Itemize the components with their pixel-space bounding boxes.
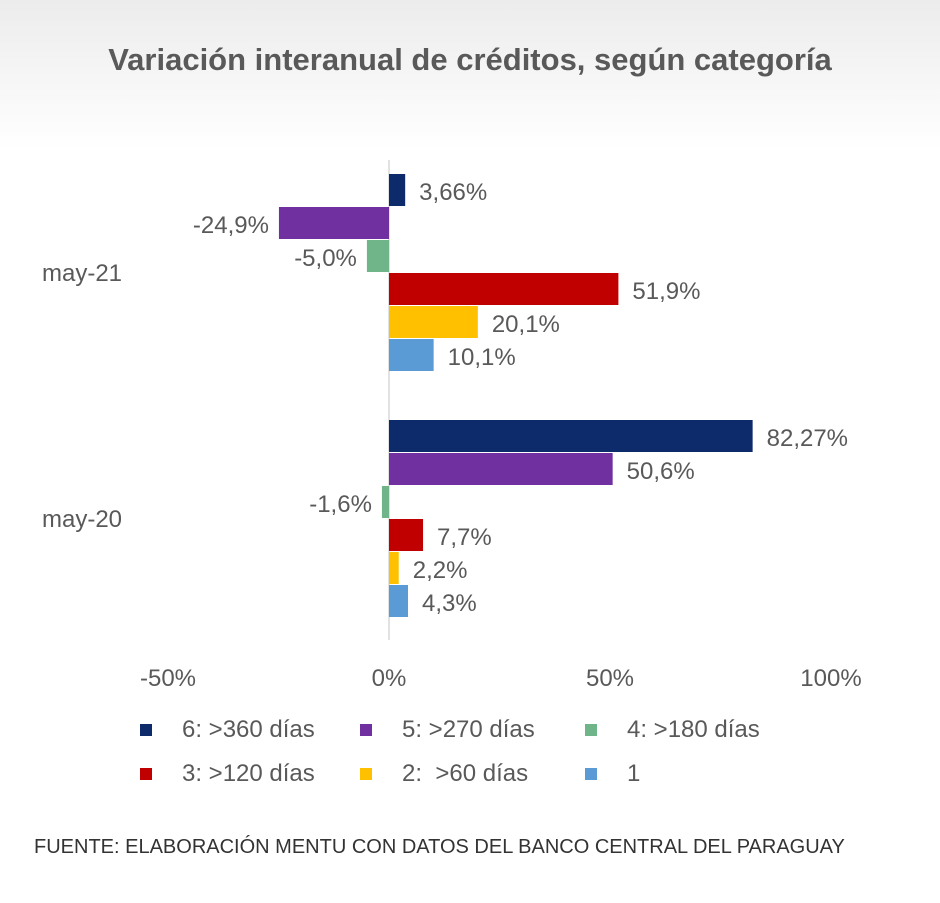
legend-label: 4: >180 días — [627, 716, 760, 743]
legend-label: 2: >60 días — [402, 760, 529, 787]
legend-item: 1 — [585, 760, 815, 788]
legend-item: 2: >60 días — [360, 760, 585, 788]
data-label: 82,27% — [767, 425, 848, 452]
title-background — [0, 0, 940, 150]
data-label: 50,6% — [627, 458, 695, 485]
legend-label: 3: >120 días — [182, 760, 315, 787]
source-note: Fuente: Elaboración Mentu con datos del … — [34, 836, 845, 858]
legend-swatch — [360, 724, 372, 736]
bar — [389, 552, 399, 584]
bar — [389, 453, 613, 485]
data-label: 20,1% — [492, 311, 560, 338]
chart-title: Variación interanual de créditos, según … — [108, 42, 832, 77]
bar — [389, 420, 753, 452]
data-label: -5,0% — [294, 245, 357, 272]
legend-item: 6: >360 días — [140, 716, 360, 744]
category-label: may-20 — [42, 506, 122, 533]
bar — [381, 486, 389, 518]
bar — [389, 339, 434, 371]
bar-chart: may-21 3,66% -24,9% -5,0% 51,9% 20,1% 10,1% may… — [42, 160, 862, 692]
legend-label: 1 — [627, 760, 641, 787]
category-label: may-21 — [42, 260, 122, 287]
data-label: 2,2% — [413, 557, 468, 584]
x-tick-label: 0% — [372, 665, 407, 692]
chart-legend: 6: >360 días 5: >270 días 4: >180 días 3: >… — [140, 716, 860, 788]
data-label: 4,3% — [422, 590, 477, 617]
legend-label: 6: >360 días — [182, 716, 315, 743]
data-label: -1,6% — [309, 491, 372, 518]
legend-item: 5: >270 días — [360, 716, 585, 744]
data-label: 3,66% — [419, 179, 487, 206]
bar — [389, 519, 424, 551]
legend-swatch — [360, 768, 372, 780]
legend-item: 4: >180 días — [585, 716, 815, 744]
legend-swatch — [140, 768, 152, 780]
x-tick-label: -50% — [140, 665, 196, 692]
bar — [389, 273, 619, 305]
legend-swatch — [585, 724, 597, 736]
data-label: 51,9% — [632, 278, 700, 305]
legend-swatch — [585, 768, 597, 780]
legend-item: 3: >120 días — [140, 760, 360, 788]
bar — [389, 585, 409, 617]
legend-swatch — [140, 724, 152, 736]
bar — [389, 306, 478, 338]
bar — [366, 240, 389, 272]
x-tick-label: 100% — [800, 665, 861, 692]
data-label: -24,9% — [193, 212, 269, 239]
legend-label: 5: >270 días — [402, 716, 535, 743]
data-label: 10,1% — [448, 344, 516, 371]
x-tick-label: 50% — [586, 665, 634, 692]
data-label: 7,7% — [437, 524, 492, 551]
bar — [278, 207, 389, 239]
bar — [389, 174, 406, 206]
